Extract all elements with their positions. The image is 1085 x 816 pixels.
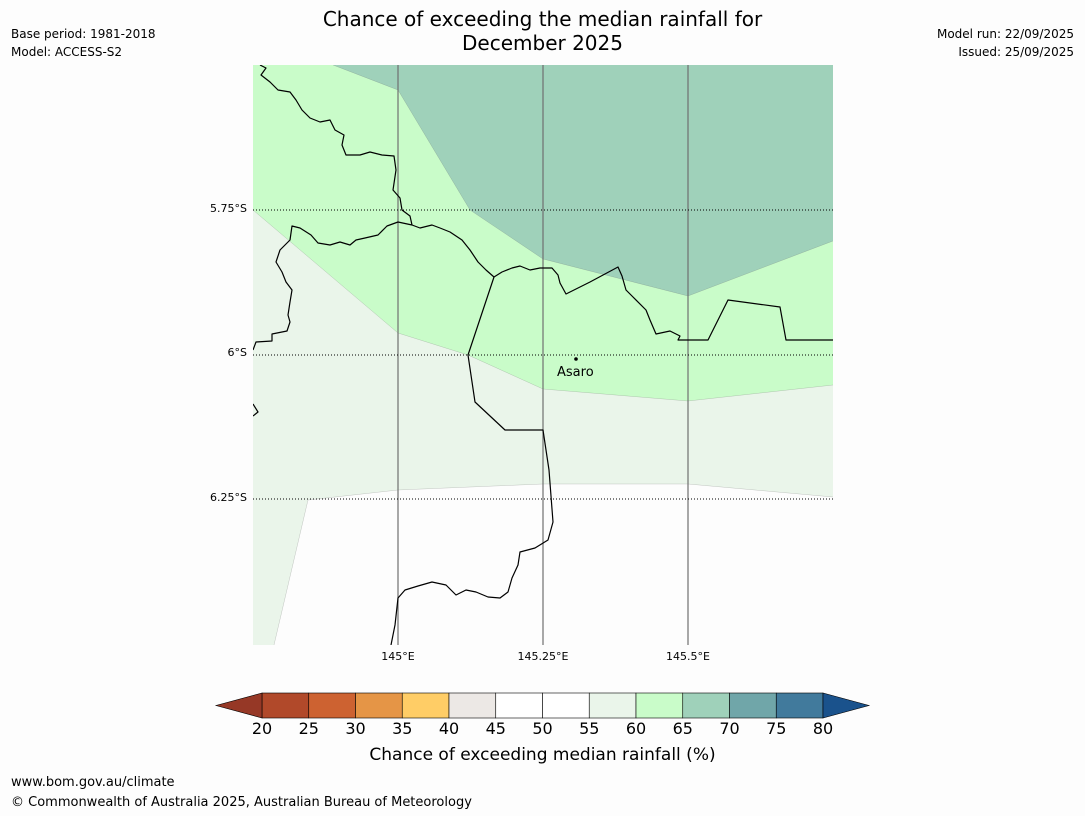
colorbar-tick: 45 bbox=[485, 719, 506, 738]
colorbar-tick: 65 bbox=[672, 719, 693, 738]
lon-label-145-5e: 145.5°E bbox=[666, 650, 710, 663]
place-label-asaro: Asaro bbox=[557, 365, 594, 380]
colorbar-bin-20-25 bbox=[261, 692, 310, 719]
lon-label-145e: 145°E bbox=[381, 650, 415, 663]
base-period: Base period: 1981-2018 bbox=[11, 27, 156, 41]
colorbar-bin-25-30 bbox=[308, 692, 356, 719]
colorbar-bin-65-70 bbox=[682, 692, 730, 719]
colorbar-bin-75-80 bbox=[775, 692, 824, 719]
colorbar-tick: 35 bbox=[392, 719, 413, 738]
colorbar-tick: 20 bbox=[251, 719, 273, 738]
colorbar-tick: 60 bbox=[625, 719, 647, 738]
colorbar-bin-30-35 bbox=[355, 692, 403, 719]
model-run: Model run: 22/09/2025 bbox=[936, 27, 1074, 41]
issued-date: Issued: 25/09/2025 bbox=[958, 45, 1074, 59]
colorbar-tick: 30 bbox=[345, 719, 366, 738]
title-line-1: Chance of exceeding the median rainfall … bbox=[322, 7, 763, 31]
colorbar-tick: 75 bbox=[766, 719, 787, 738]
footer-url[interactable]: www.bom.gov.au/climate bbox=[11, 775, 175, 790]
lon-label-145-25e: 145.25°E bbox=[517, 650, 569, 663]
lat-label-5-75s: 5.75°S bbox=[210, 202, 247, 215]
colorbar-bin-70-75 bbox=[729, 692, 777, 719]
colorbar-bin-60-65 bbox=[635, 692, 684, 719]
model-name: Model: ACCESS-S2 bbox=[11, 45, 123, 59]
colorbar-tick: 40 bbox=[438, 719, 460, 738]
map-canvas bbox=[253, 65, 833, 645]
colorbar-tick: 25 bbox=[298, 719, 319, 738]
boundary-west-stub bbox=[253, 403, 259, 417]
colorbar-bins bbox=[261, 692, 824, 719]
boundary-east bbox=[411, 224, 833, 341]
colorbar-bin-40-45 bbox=[448, 692, 497, 719]
run-info-right: Model run: 22/09/2025 Issued: 25/09/2025 bbox=[937, 25, 1074, 61]
footer-copyright: © Commonwealth of Australia 2025, Austra… bbox=[11, 795, 472, 810]
title-line-2: December 2025 bbox=[462, 31, 623, 55]
colorbar-high-extension bbox=[822, 692, 871, 719]
run-info-left: Base period: 1981-2018 Model: ACCESS-S2 bbox=[11, 25, 156, 61]
boundary-ridge bbox=[253, 221, 413, 351]
province-boundaries bbox=[253, 65, 833, 645]
colorbar-bin-55-60 bbox=[588, 692, 637, 719]
colorbar-title: Chance of exceeding median rainfall (%) bbox=[369, 745, 716, 765]
lat-label-6-25s: 6.25°S bbox=[210, 491, 247, 504]
colorbar-tick: 80 bbox=[812, 719, 834, 738]
colorbar-tick: 50 bbox=[532, 719, 553, 738]
colorbar-bin-45-50 bbox=[495, 692, 543, 719]
boundary-south bbox=[390, 276, 554, 645]
lat-label-6s: 6°S bbox=[227, 346, 247, 359]
zone-edges bbox=[253, 65, 833, 645]
colorbar-bin-50-55 bbox=[542, 692, 590, 719]
asaro-marker bbox=[574, 357, 578, 361]
colorbar-low-extension bbox=[214, 692, 263, 719]
zone-65-70 bbox=[333, 65, 833, 296]
map-title: Chance of exceeding the median rainfall … bbox=[0, 7, 1085, 55]
parallels bbox=[253, 209, 833, 500]
colorbar-tick: 70 bbox=[719, 719, 740, 738]
colorbar-tick: 55 bbox=[579, 719, 600, 738]
boundary-north bbox=[259, 65, 413, 226]
colorbar-bin-35-40 bbox=[401, 692, 450, 719]
